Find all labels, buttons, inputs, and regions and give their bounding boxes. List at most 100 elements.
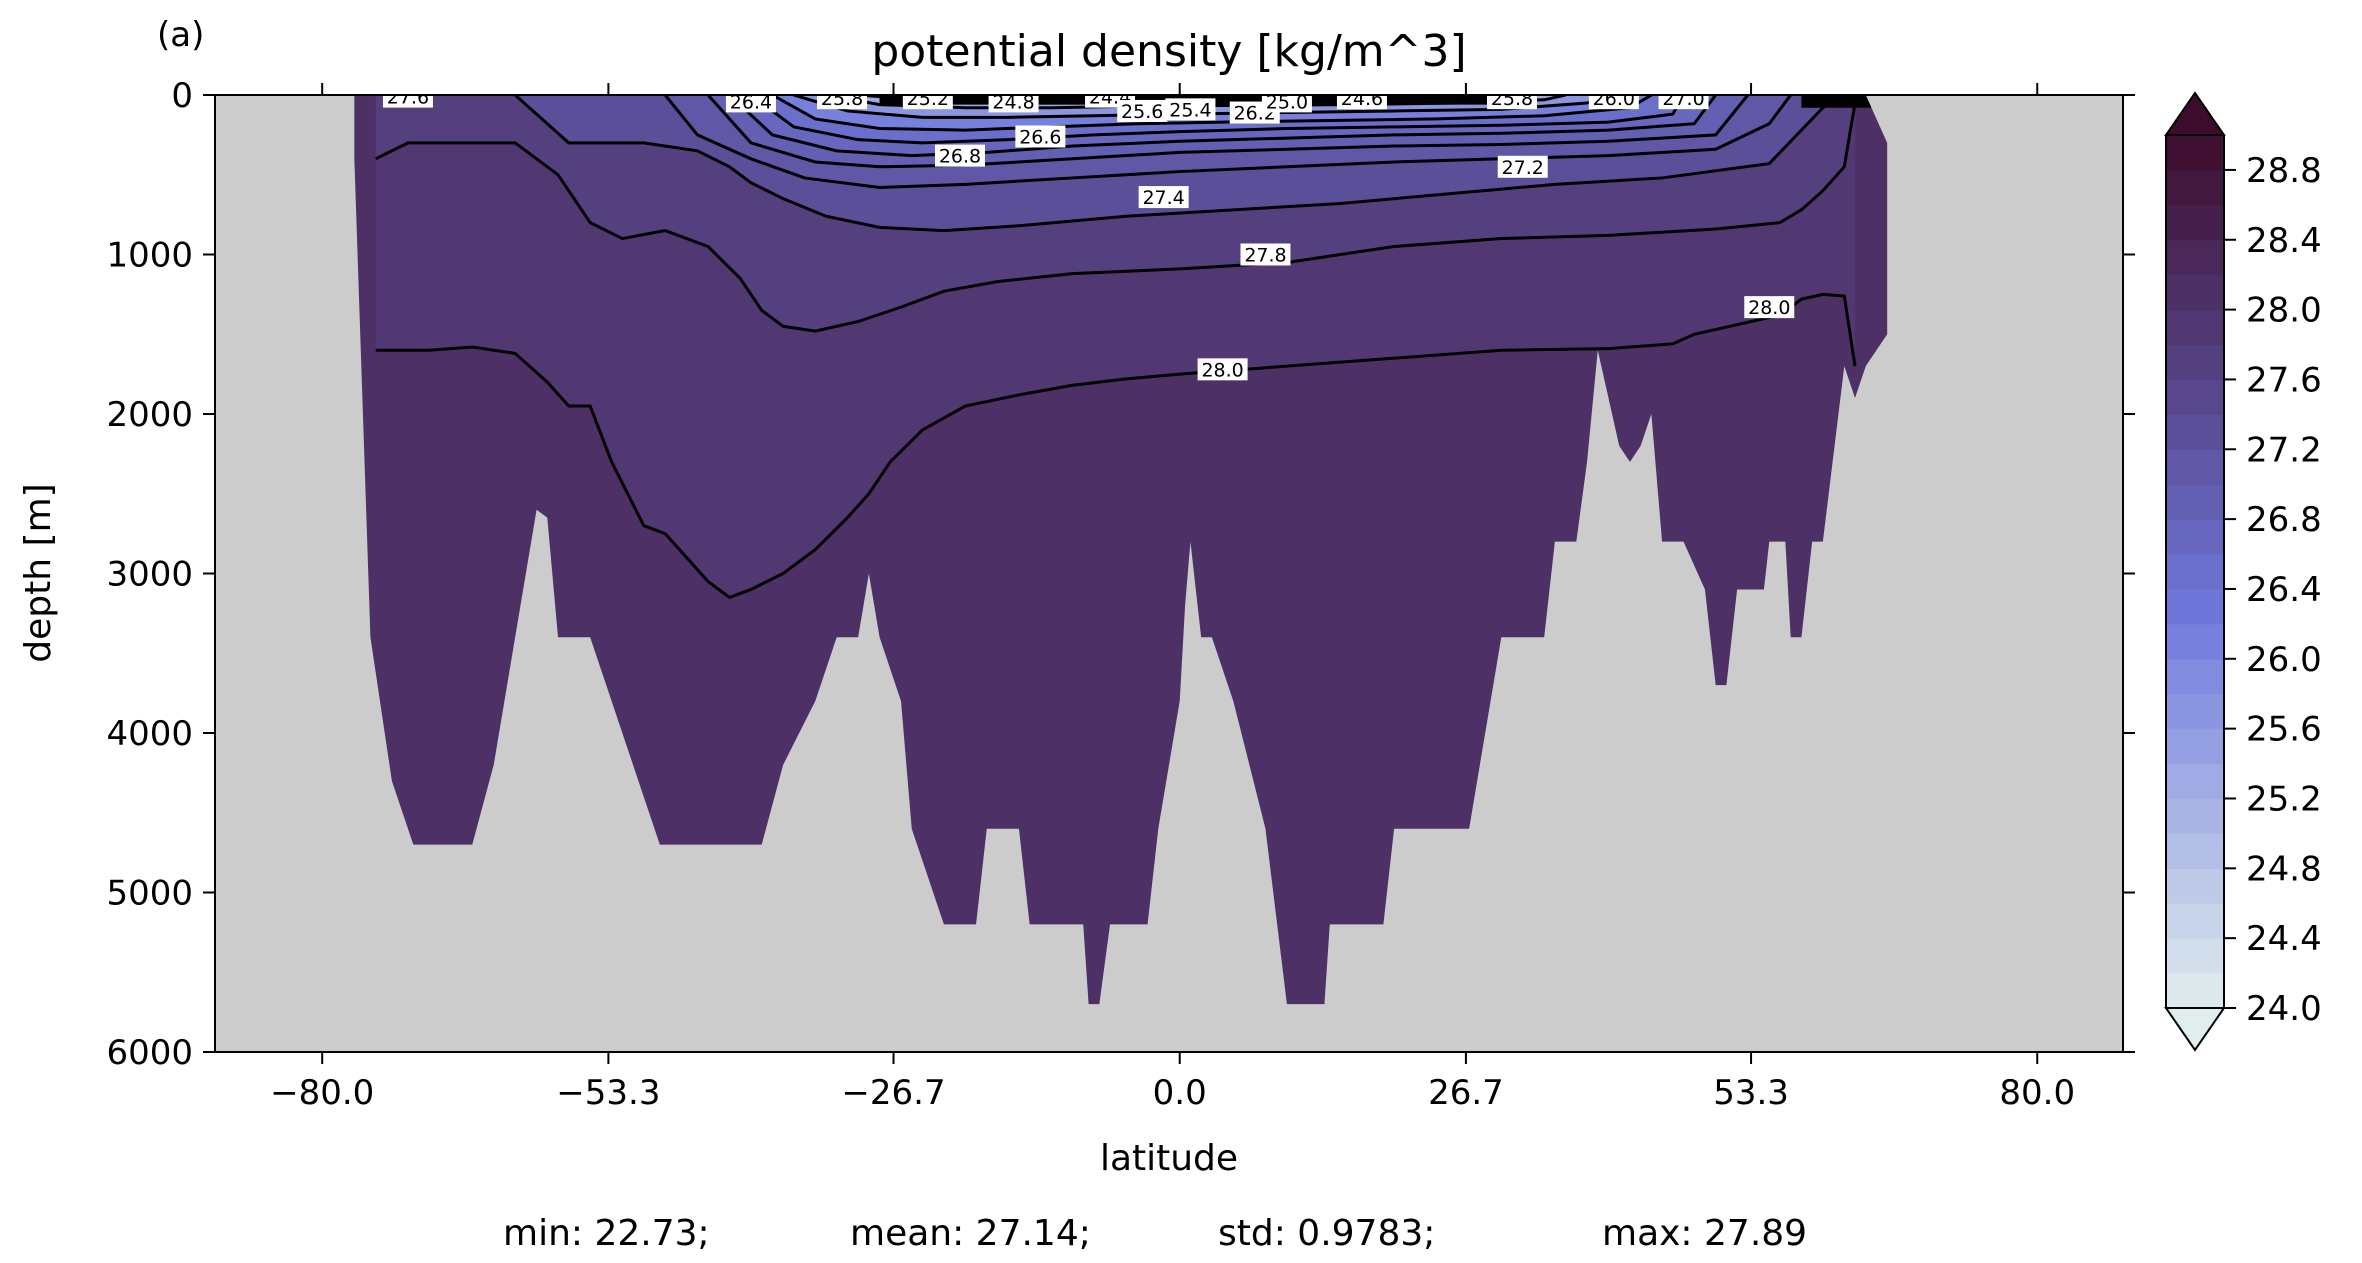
stat-max: max: 27.89 [1602,1213,1807,1254]
contour-label-text: 27.2 [1502,157,1544,179]
y-tick-label: 2000 [106,395,193,435]
contour-label-background [1588,95,1639,110]
contour-label-text: 28.0 [1748,297,1790,319]
colorbar-segment [2166,623,2224,660]
contour-labels: 27.6 26.4 25.8 25.2 24.8 24.425.6 25.4 26.225.0… [382,88,1795,381]
colorbar-segment [2166,938,2224,974]
contour-label: 26.4 [725,91,776,113]
colorbar-segment [2166,763,2224,800]
contour-label-background [725,95,776,113]
contour-label-text: 28.0 [1201,359,1243,381]
colorbar-segment [2166,973,2224,1009]
contour-label-background [1240,243,1291,266]
colorbar-segment [2166,449,2224,485]
x-tick-label: −53.3 [556,1073,660,1113]
contour-line-27-0 [706,95,1749,169]
contour-label-background [934,144,985,167]
stat-min: min: 22.73; [503,1213,710,1254]
x-tick-label: −26.7 [841,1073,945,1113]
stat-mean: mean: 27.14; [850,1213,1091,1254]
contour-label-background [1336,95,1387,110]
colorbar-tick-label: 28.8 [2246,151,2322,191]
colorbar-tick-label: 24.0 [2246,989,2322,1029]
contour-label-text: 27.4 [1142,187,1184,209]
plot-area: 27.6 26.4 25.8 25.2 24.8 24.425.6 25.4 26.225.0… [215,88,2123,1052]
contour-label: 25.8 [817,88,868,110]
contour-line-26-2 [771,95,1653,132]
colorbar-segment [2166,554,2224,590]
contour-label-text: 25.6 [1121,101,1163,123]
colorbar-extend-max [2164,91,2226,136]
colorbar-segment [2166,868,2224,904]
contour-label-text: 27.8 [1244,245,1286,267]
contour-label-background [1165,98,1216,121]
contour-label-background [382,95,433,108]
surface-contour-block [1029,95,1137,105]
contour-label-text: 24.6 [1341,88,1383,110]
x-tick-label: 0.0 [1153,1073,1207,1113]
colorbar-tick-label: 28.4 [2246,221,2322,261]
colorbar-segment [2166,135,2224,171]
contour-line-27-2 [664,95,1792,190]
colorbar-frame [2165,134,2225,1009]
y-tick-label: 0 [171,76,193,116]
colorbar-segment [2166,903,2224,939]
contour-label-text: 26.0 [1593,88,1635,110]
y-tick-label: 1000 [106,236,193,276]
contour-label: 27.8 [1240,243,1291,267]
contour-label: 24.6 [1336,88,1387,110]
contour-label-background [1744,296,1795,319]
contour-label: 24.8 [988,91,1039,113]
contour-line-27-8 [375,102,1857,333]
contour-label-background [1015,125,1066,148]
colorbar-tick-label: 26.4 [2246,570,2322,610]
contour-label: 26.8 [934,144,985,168]
colorbar-tick-label: 27.6 [2246,360,2322,400]
chart-title: potential density [kg/m^3] [871,26,1466,77]
colorbar-segment [2166,833,2224,869]
colorbar-segment [2166,239,2224,276]
colorbar-tick-label: 24.4 [2246,919,2322,959]
contour-label-text: 25.2 [907,88,949,110]
colorbar-segment [2166,484,2224,520]
contour-label: 27.6 [382,95,433,109]
contour-label: 25.0 [1261,91,1312,113]
y-tick-label: 3000 [106,555,193,595]
colorbar-tick-label: 24.8 [2246,849,2322,889]
contour-label: 28.0 [1744,296,1795,319]
x-tick-label: −80.0 [270,1073,374,1113]
contour-label: 27.2 [1497,155,1548,179]
colorbar-segment [2166,658,2224,695]
colorbar-tick-label: 26.0 [2246,640,2322,680]
colorbar-segment [2166,379,2224,415]
contour-label-text: 25.0 [1266,91,1308,113]
stat-std: std: 0.9783; [1218,1213,1435,1254]
y-tick-label: 4000 [106,714,193,754]
colorbar-segment [2166,169,2224,206]
colorbar-tick-label: 28.0 [2246,291,2322,331]
contour-label-text: 25.4 [1169,99,1211,121]
colorbar-segment [2166,309,2224,346]
y-tick-label: 5000 [106,874,193,914]
contour-label-background [1497,155,1548,178]
contour-line-26-8 [728,95,1717,158]
colorbar-tick-label: 25.2 [2246,779,2322,819]
contour-label-background [1487,95,1538,110]
contour-label-text: 27.0 [1662,88,1704,110]
contour-label: 26.0 [1588,88,1639,110]
contour-label: 26.6 [1015,125,1066,148]
x-axis-label: latitude [1100,1138,1238,1179]
contour-label-text: 24.8 [992,91,1034,113]
colorbar-tick-label: 27.2 [2246,430,2322,470]
contour-label-text: 25.8 [821,88,863,110]
x-tick-label: 80.0 [1999,1073,2075,1113]
contour-line-26-6 [750,95,1685,145]
contour-label-background [988,95,1039,113]
x-axis: −80.0 −53.3 −26.7 0.0 26.7 53.3 80.0 [270,83,2075,1113]
contour-label: 25.8 [1487,88,1538,110]
contour-label-text: 25.8 [1491,88,1533,110]
contour-label-background [817,95,868,110]
contour-label: 27.0 [1658,88,1709,110]
contour-label-text: 26.4 [730,91,772,113]
